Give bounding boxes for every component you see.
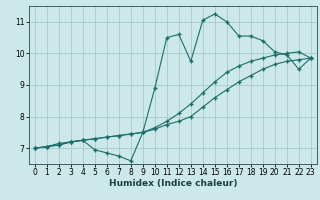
X-axis label: Humidex (Indice chaleur): Humidex (Indice chaleur) [108, 179, 237, 188]
